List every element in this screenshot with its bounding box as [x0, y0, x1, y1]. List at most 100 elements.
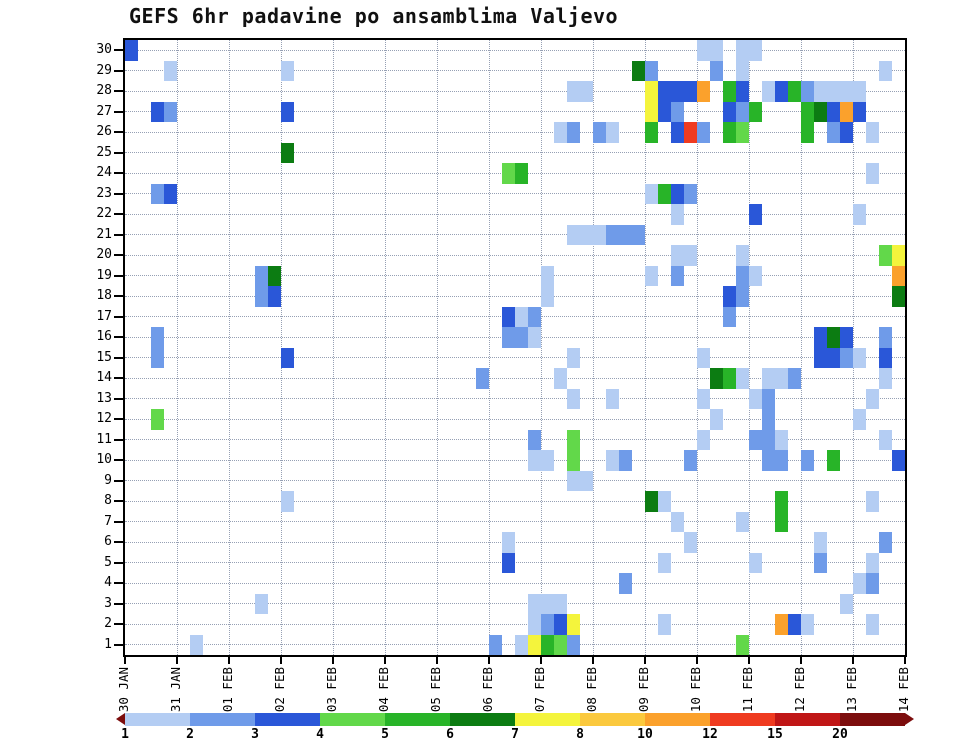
heatmap-cell: [723, 286, 736, 307]
y-axis-label: 15: [96, 349, 112, 365]
heatmap-cell: [762, 388, 775, 409]
heatmap-cell: [606, 224, 619, 245]
x-axis-label: 04 FEB: [376, 667, 391, 713]
heatmap-cell: [268, 265, 281, 286]
heatmap-cell: [151, 101, 164, 122]
h-gridline: [125, 357, 905, 359]
heatmap-cell: [671, 511, 684, 532]
y-tick: [114, 643, 123, 646]
heatmap-cell: [580, 81, 593, 102]
heatmap-cell: [736, 101, 749, 122]
heatmap-cell: [892, 450, 905, 471]
heatmap-cell: [723, 101, 736, 122]
heatmap-cell: [840, 81, 853, 102]
x-axis-label: 13 FEB: [844, 667, 859, 713]
y-axis-label: 16: [96, 329, 112, 345]
heatmap-cell: [554, 368, 567, 389]
colorbar-label: 3: [251, 727, 259, 742]
heatmap-cell: [567, 122, 580, 143]
colorbar-segment: [255, 713, 320, 726]
heatmap-cell: [164, 60, 177, 81]
heatmap-cell: [879, 368, 892, 389]
colorbar-label: 7: [511, 727, 519, 742]
colorbar-label: 5: [381, 727, 389, 742]
h-gridline: [125, 480, 905, 482]
colorbar-over-arrow: [905, 713, 914, 725]
heatmap-cell: [541, 286, 554, 307]
heatmap-cell: [736, 245, 749, 266]
heatmap-cell: [658, 491, 671, 512]
heatmap-cell: [645, 81, 658, 102]
heatmap-cell: [567, 450, 580, 471]
y-axis-label: 30: [96, 42, 112, 58]
y-tick: [114, 582, 123, 585]
h-gridline: [125, 521, 905, 523]
y-axis-label: 7: [104, 513, 112, 529]
heatmap-cell: [476, 368, 489, 389]
colorbar-segment: [840, 713, 905, 726]
heatmap-cell: [281, 347, 294, 368]
heatmap-cell: [892, 245, 905, 266]
y-axis-label: 2: [104, 616, 112, 632]
y-tick: [114, 151, 123, 154]
heatmap-cell: [606, 122, 619, 143]
x-axis-label: 14 FEB: [896, 667, 911, 713]
heatmap-cell: [814, 101, 827, 122]
heatmap-cell: [151, 409, 164, 430]
y-axis-label: 11: [96, 431, 112, 447]
heatmap-cell: [502, 552, 515, 573]
heatmap-cell: [775, 511, 788, 532]
heatmap-cell: [853, 81, 866, 102]
heatmap-cell: [541, 614, 554, 635]
y-tick: [114, 561, 123, 564]
heatmap-cell: [827, 81, 840, 102]
y-axis-label: 12: [96, 411, 112, 427]
colorbar-segment: [645, 713, 710, 726]
y-axis-label: 1: [104, 636, 112, 652]
heatmap-cell: [697, 81, 710, 102]
heatmap-cell: [749, 265, 762, 286]
h-gridline: [125, 582, 905, 584]
y-axis-label: 8: [104, 493, 112, 509]
heatmap-cell: [528, 634, 541, 655]
heatmap-cell: [879, 429, 892, 450]
y-tick: [114, 602, 123, 605]
y-axis-label: 22: [96, 206, 112, 222]
y-axis-label: 20: [96, 247, 112, 263]
heatmap-cell: [840, 327, 853, 348]
h-gridline: [125, 623, 905, 625]
heatmap-cell: [567, 81, 580, 102]
heatmap-cell: [697, 429, 710, 450]
heatmap-cell: [853, 204, 866, 225]
h-gridline: [125, 234, 905, 236]
heatmap-cell: [567, 388, 580, 409]
heatmap-cell: [840, 593, 853, 614]
y-tick: [114, 172, 123, 175]
heatmap-cell: [853, 409, 866, 430]
y-tick: [114, 274, 123, 277]
heatmap-cell: [671, 122, 684, 143]
heatmap-cell: [762, 409, 775, 430]
x-axis-label: 01 FEB: [220, 667, 235, 713]
y-tick: [114, 397, 123, 400]
heatmap-cell: [801, 614, 814, 635]
y-axis-label: 23: [96, 185, 112, 201]
heatmap-cell: [671, 183, 684, 204]
h-gridline: [125, 90, 905, 92]
heatmap-cell: [840, 347, 853, 368]
heatmap-cell: [736, 122, 749, 143]
colorbar-label: 4: [316, 727, 324, 742]
y-tick: [114, 500, 123, 503]
colorbar-segment: [580, 713, 645, 726]
heatmap-cell: [515, 306, 528, 327]
heatmap-cell: [671, 245, 684, 266]
heatmap-cell: [489, 634, 502, 655]
colorbar-label: 10: [637, 727, 653, 742]
heatmap-cell: [528, 429, 541, 450]
y-tick: [114, 520, 123, 523]
heatmap-cell: [736, 60, 749, 81]
heatmap-cell: [775, 491, 788, 512]
colorbar-segment: [125, 713, 190, 726]
heatmap-cell: [528, 327, 541, 348]
heatmap-cell: [723, 306, 736, 327]
